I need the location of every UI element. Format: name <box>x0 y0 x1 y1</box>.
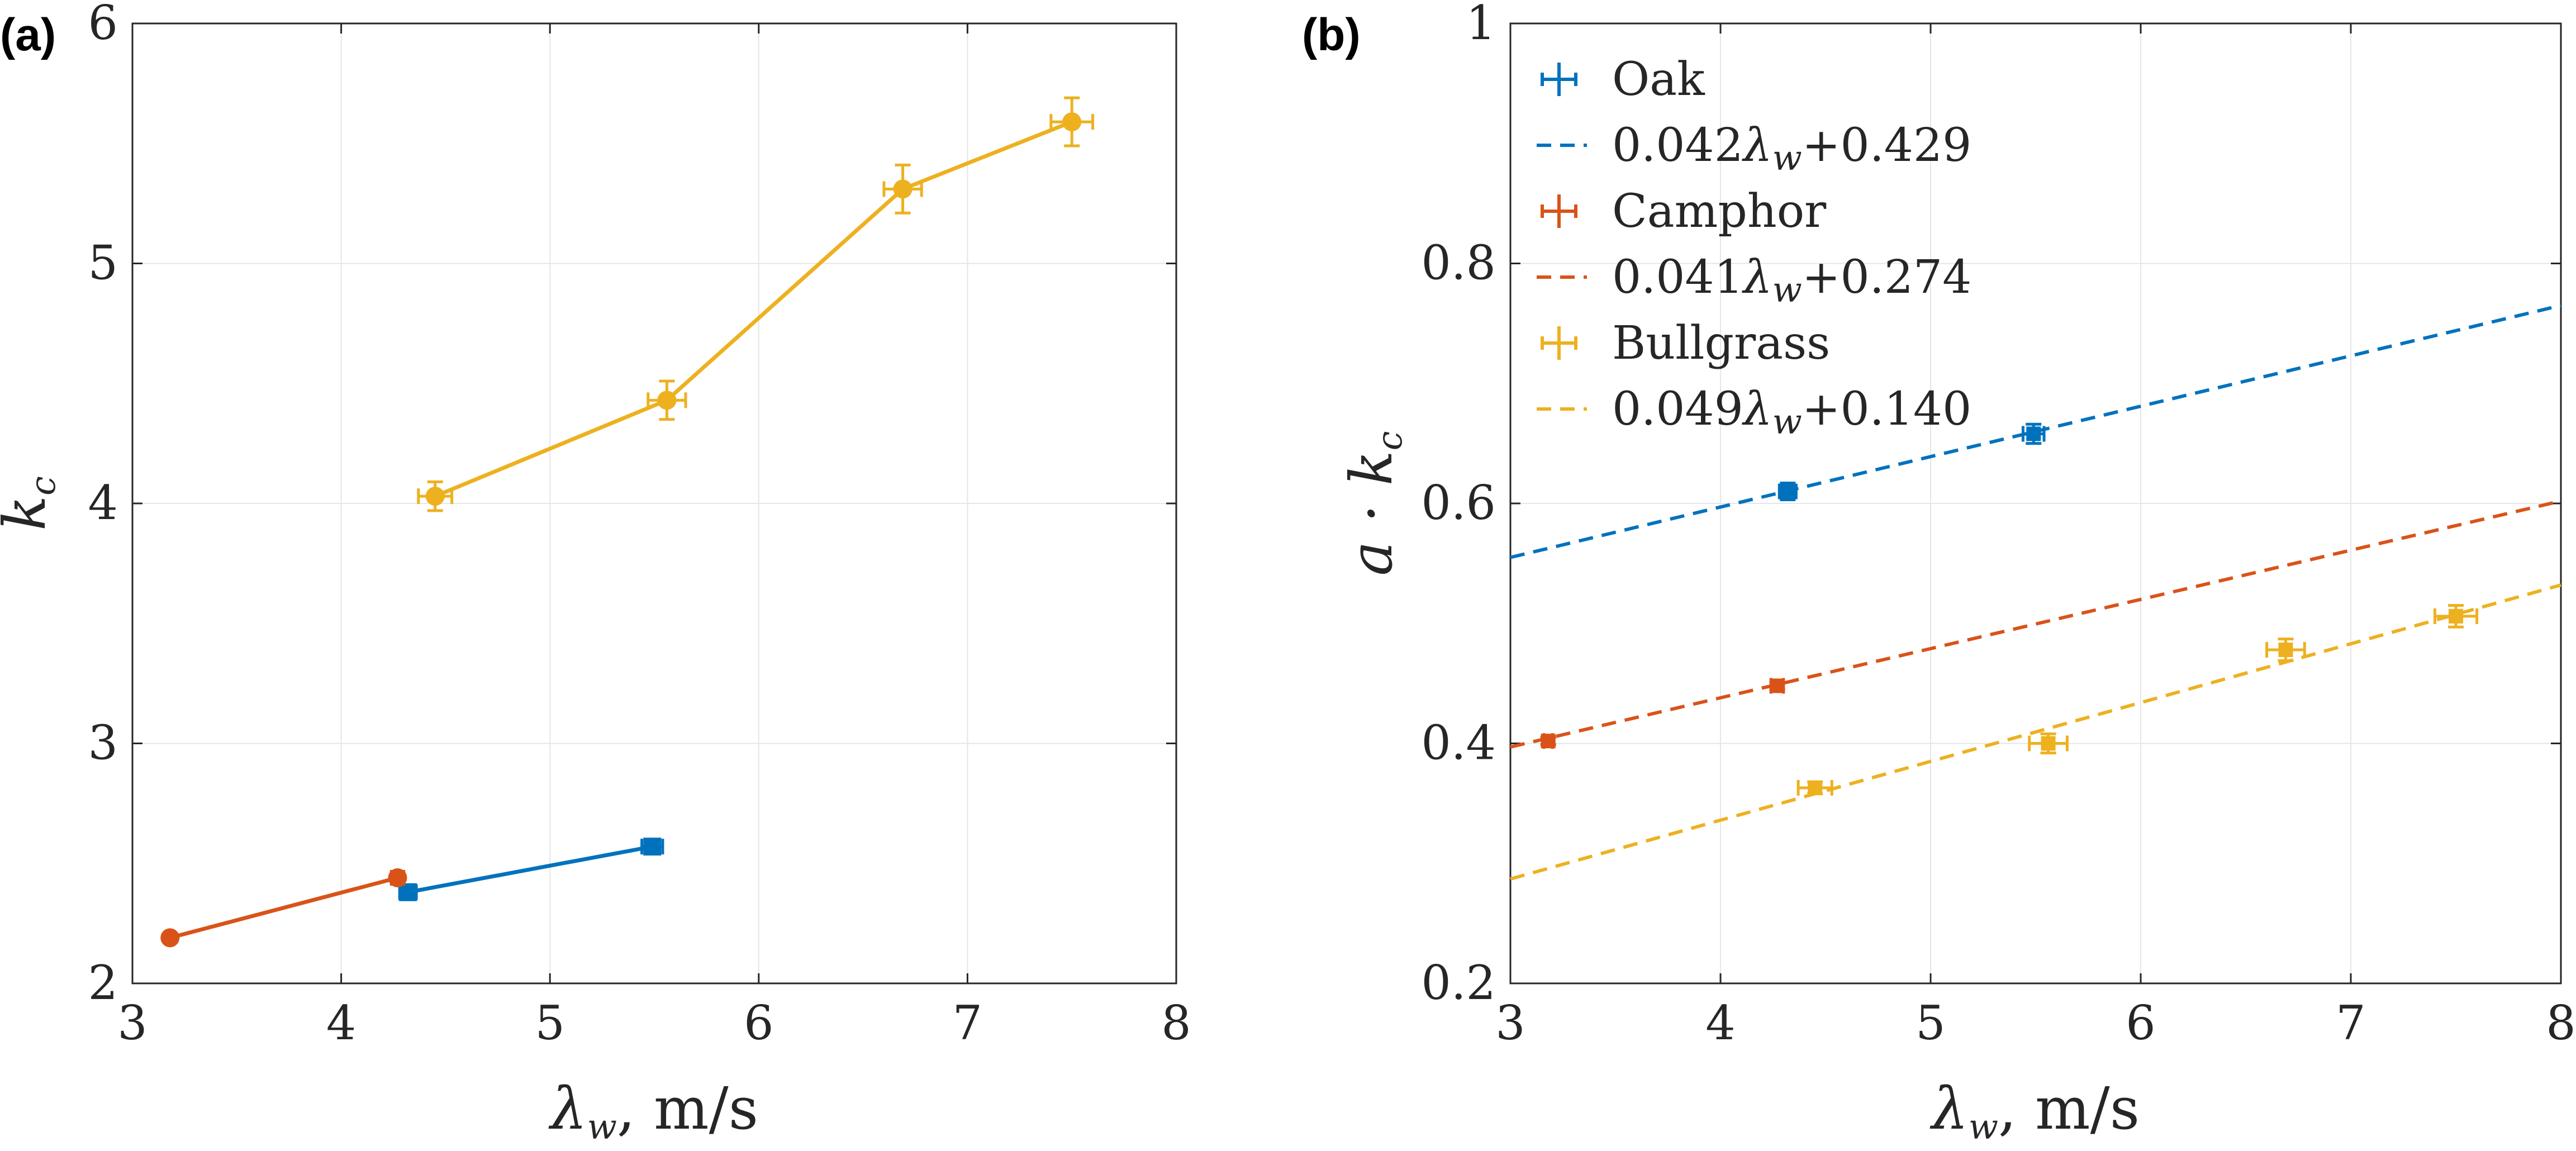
legend-fit-label-bullgrass: 0.049λw+0.140 <box>1612 383 1971 442</box>
panel-b-xlabel-var: λ <box>1929 1074 1969 1143</box>
legend-label-oak: Oak <box>1612 53 1705 106</box>
series-bullgrass-marker <box>893 179 912 199</box>
panel-b-y-tick-label: 0.2 <box>1421 955 1496 1010</box>
panel-b-series <box>1540 422 2479 796</box>
series-bullgrass-errorbar <box>417 480 454 512</box>
panel-b-x-tick-label: 6 <box>2126 996 2155 1050</box>
legend-fit-slope: 0.042 <box>1612 119 1743 172</box>
panel-a-y-tick-label: 6 <box>88 0 118 50</box>
legend-entry-fit-oak: 0.042λw+0.429 <box>1537 119 1971 178</box>
legend-fit-label-oak: 0.042λw+0.429 <box>1612 119 1971 178</box>
legend-fit-var-sub: w <box>1772 137 1802 178</box>
series-oak-marker <box>643 838 662 856</box>
series-bullgrass-errorbar <box>647 379 687 421</box>
panel-a-series <box>160 96 1095 948</box>
panel-a-y-axis-label: kc <box>0 476 63 531</box>
series-camphor-marker <box>388 868 407 888</box>
panel-b-y-tick-label: 0.8 <box>1421 236 1496 291</box>
panel-a-x-tick-label: 4 <box>326 996 356 1050</box>
panel-b-ylabel-sub: c <box>1369 431 1410 451</box>
legend-fit-var: λ <box>1742 383 1772 436</box>
series-bullgrass-marker <box>425 487 445 506</box>
panel-a-ylabel-sub: c <box>22 476 63 496</box>
legend-entry-fit-bullgrass: 0.049λw+0.140 <box>1537 383 1971 442</box>
series-oak-marker <box>1780 484 1795 499</box>
panel-b-ylabel-main: a · k <box>1337 450 1405 576</box>
panel-a-y-tick-label: 3 <box>88 716 118 770</box>
series-camphor-marker <box>160 928 180 948</box>
panel-a-xlabel-sub: w <box>587 1106 617 1147</box>
series-bullgrass-marker <box>1808 780 1823 795</box>
legend-fit-var-sub: w <box>1772 269 1802 310</box>
legend-fit-var: λ <box>1742 251 1772 304</box>
panel-b-x-tick-label: 5 <box>1916 996 1945 1050</box>
panel-b-x-axis-label: λw, m/s <box>1929 1074 2140 1147</box>
panel-b: (b) 3 4 5 6 7 80.20.40.60.81 λw, m/s a · kc O… <box>1302 0 2576 1147</box>
panel-a-xlabel-rest: , m/s <box>617 1074 758 1143</box>
series-bullgrass-line <box>434 120 1073 498</box>
legend-label-camphor: Camphor <box>1612 185 1827 238</box>
panel-b-y-tick-label: 0.4 <box>1421 716 1496 770</box>
series-bullgrass-marker <box>2449 608 2463 624</box>
legend-entry-camphor: Camphor <box>1541 185 1827 238</box>
series-camphor-marker <box>1541 734 1556 749</box>
panel-a-x-tick-label: 6 <box>744 996 773 1050</box>
series-bullgrass-marker <box>1062 112 1082 132</box>
panel-a-xlabel-var: λ <box>548 1074 587 1143</box>
panel-b-y-axis-label: a · kc <box>1337 431 1410 576</box>
panel-b-ticks: 3 4 5 6 7 8 0.2 0.4 0.6 0.8 1 <box>1421 0 2575 1050</box>
panel-b-x-tick-label: 8 <box>2546 996 2575 1050</box>
legend-fit-slope: 0.049 <box>1612 383 1743 436</box>
panel-a-y-tick-label: 2 <box>88 955 118 1010</box>
legend-fit-var: λ <box>1742 119 1772 172</box>
panel-a-x-tick-label: 3 <box>117 996 147 1050</box>
panel-b-x-tick-label: 7 <box>2336 996 2365 1050</box>
series-oak-marker <box>2026 426 2041 441</box>
legend-fit-label-camphor: 0.041λw+0.274 <box>1612 251 1971 310</box>
panel-b-y-tick-label: 0.6 <box>1421 475 1496 530</box>
panel-b-y-tick-label: 1 <box>1466 0 1496 50</box>
legend-label-bullgrass: Bullgrass <box>1612 317 1830 370</box>
legend-entry-fit-camphor: 0.041λw+0.274 <box>1537 251 1971 310</box>
panel-b-x-tick-label: 3 <box>1495 996 1525 1050</box>
series-bullgrass-marker <box>2041 736 2056 751</box>
panel-a-ylabel-var: k <box>0 496 59 531</box>
series-bullgrass-marker <box>2278 642 2293 657</box>
series-oak-marker <box>399 883 417 901</box>
legend-fit-intercept: +0.140 <box>1802 383 1971 436</box>
legend-fit-var-sub: w <box>1772 401 1802 442</box>
series-camphor-marker <box>1770 678 1785 693</box>
panel-b-label: (b) <box>1302 9 1361 60</box>
legend-fit-slope: 0.041 <box>1612 251 1743 304</box>
panel-a-x-tick-label: 5 <box>535 996 564 1050</box>
panel-b-xlabel-sub: w <box>1969 1106 1998 1147</box>
panel-a-x-axis-label: λw, m/s <box>548 1074 758 1147</box>
series-bullgrass-marker <box>657 391 677 410</box>
legend-fit-intercept: +0.274 <box>1802 251 1971 304</box>
panel-b-x-tick-label: 4 <box>1705 996 1735 1050</box>
series-oak-line <box>407 844 653 895</box>
series-camphor-line <box>169 876 398 940</box>
panel-a-label: (a) <box>0 9 56 60</box>
panel-b-xlabel-rest: , m/s <box>1998 1074 2140 1143</box>
legend-entry-oak: Oak <box>1541 53 1705 106</box>
legend-entry-bullgrass: Bullgrass <box>1541 317 1830 370</box>
panel-a-x-tick-label: 8 <box>1161 996 1191 1050</box>
fit-line-bullgrass <box>1510 583 2561 881</box>
panel-b-legend: Oak0.042λw+0.429Camphor0.041λw+0.274Bull… <box>1537 53 1971 442</box>
panel-a-y-tick-label: 5 <box>88 236 118 291</box>
panel-a-y-tick-label: 4 <box>88 475 118 530</box>
legend-fit-intercept: +0.429 <box>1802 119 1971 172</box>
fit-line-camphor <box>1510 499 2561 749</box>
panel-a-x-tick-label: 7 <box>953 996 982 1050</box>
